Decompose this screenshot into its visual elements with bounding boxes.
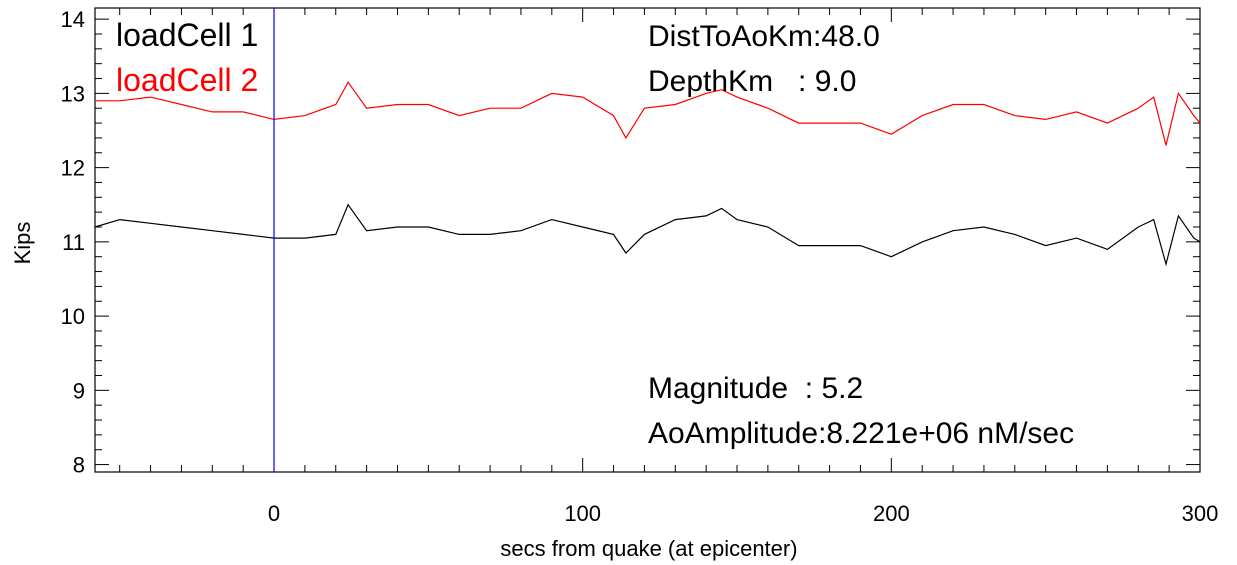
plot-frame — [94, 7, 1201, 473]
series-line-2 — [95, 81, 1201, 146]
y-tick-label: 10 — [61, 304, 85, 329]
annotations: DistToAoKm:48.0 DepthKm : 9.0 Magnitude … — [648, 20, 1074, 450]
x-axis-label: secs from quake (at epicenter) — [500, 536, 797, 561]
annotation-distance: DistToAoKm:48.0 — [648, 20, 880, 53]
y-tick-label: 9 — [73, 378, 85, 403]
plot-frame-rect — [94, 7, 1201, 473]
annotation-amplitude: AoAmplitude:8.221e+06 nM/sec — [648, 417, 1074, 450]
legend-label-loadcell-1: loadCell 1 — [116, 17, 258, 53]
y-tick-label: 11 — [62, 230, 85, 255]
x-axis: 0 100 200 300 — [119, 8, 1219, 526]
x-tick-label: 300 — [1182, 501, 1219, 526]
annotation-magnitude: Magnitude : 5.2 — [648, 372, 863, 405]
y-tick-label: 12 — [61, 156, 85, 181]
y-tick-label: 8 — [73, 453, 85, 478]
y-tick-label: 13 — [61, 81, 85, 106]
series-line-1 — [94, 203, 1201, 267]
x-tick-label: 100 — [564, 501, 601, 526]
y-tick-label: 14 — [61, 7, 85, 32]
legend: loadCell 1 loadCell 2 — [116, 17, 258, 98]
series-lines — [94, 81, 1201, 267]
y-axis-label: Kips — [10, 222, 35, 265]
x-tick-label: 0 — [268, 501, 280, 526]
x-tick-label: 200 — [873, 501, 910, 526]
annotation-depth: DepthKm : 9.0 — [648, 65, 856, 98]
y-axis: 8 9 10 11 12 13 14 — [61, 7, 1200, 478]
legend-label-loadcell-2: loadCell 2 — [116, 62, 258, 98]
